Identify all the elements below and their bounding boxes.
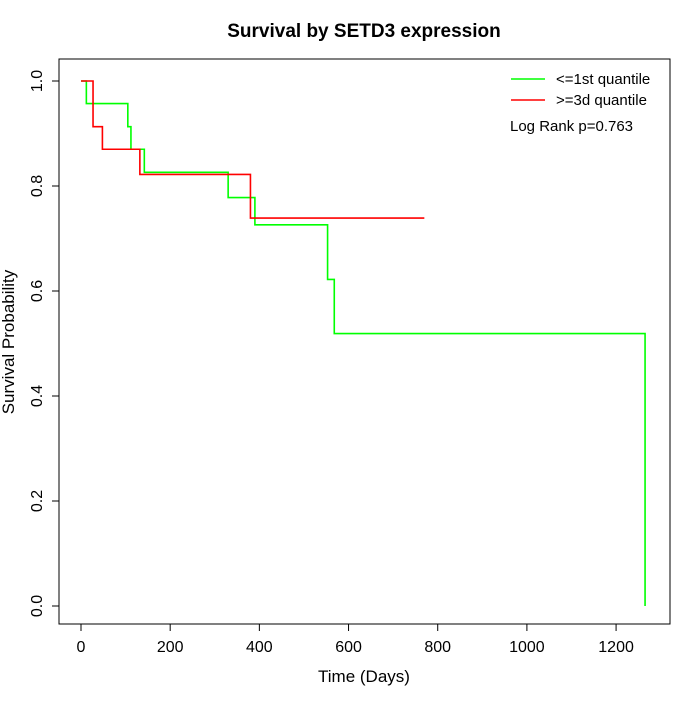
x-tick-label: 0 [77, 639, 86, 656]
series-layer [81, 80, 646, 606]
legend: <=1st quantile >=3d quantile Log Rank p=… [510, 71, 650, 135]
series-line-1 [81, 80, 646, 606]
y-axis-label: Survival Probability [0, 269, 18, 414]
y-tick-label: 0.2 [29, 490, 46, 512]
legend-label-series-2: >=3d quantile [556, 92, 647, 109]
y-tick-label: 1.0 [29, 70, 46, 92]
y-tick-label: 0.4 [29, 385, 46, 407]
y-tick-label: 0.8 [29, 175, 46, 197]
log-rank-annotation: Log Rank p=0.763 [510, 118, 633, 135]
x-tick-label: 800 [424, 639, 451, 656]
legend-label-series-1: <=1st quantile [556, 71, 650, 88]
x-axis-label: Time (Days) [318, 667, 410, 686]
x-tick-label: 200 [157, 639, 184, 656]
x-tick-label: 600 [335, 639, 362, 656]
y-axis: 0.0 0.2 0.4 0.6 0.8 1.0 [29, 70, 60, 617]
x-tick-label: 1000 [509, 639, 545, 656]
chart-title: Survival by SETD3 expression [227, 21, 501, 42]
x-tick-label: 1200 [598, 639, 634, 656]
x-axis: 0 200 400 600 800 1000 1200 [77, 623, 634, 656]
y-tick-label: 0.0 [29, 595, 46, 617]
series-line-2 [81, 80, 425, 219]
x-tick-label: 400 [246, 639, 273, 656]
y-tick-label: 0.6 [29, 280, 46, 302]
